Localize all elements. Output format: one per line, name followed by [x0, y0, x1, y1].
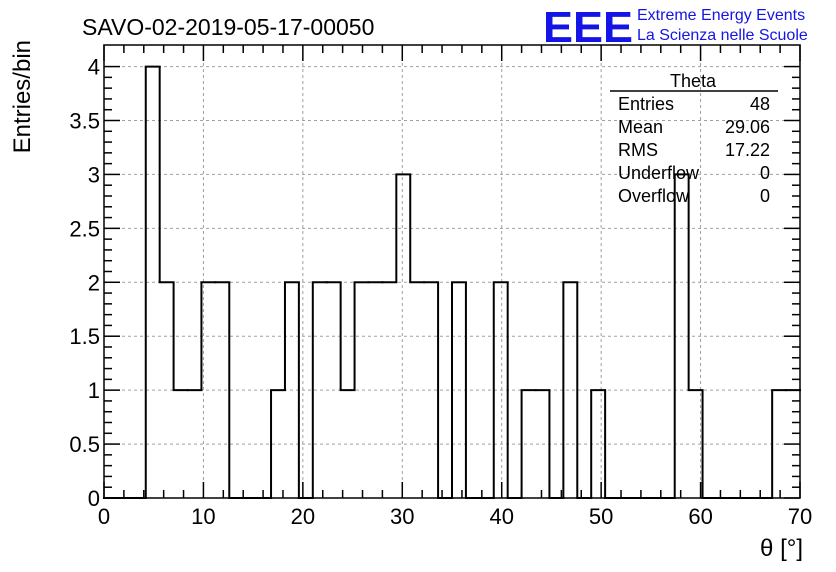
y-tick-label: 1.5 — [69, 324, 100, 349]
stats-box: Theta Entries 48 Mean 29.06 RMS 17.22 Underflo… — [610, 71, 778, 206]
stats-value: 0 — [760, 163, 770, 183]
stats-label: RMS — [618, 140, 658, 160]
x-tick-label: 50 — [589, 504, 613, 529]
logo-line1: Extreme Energy Events — [637, 7, 805, 24]
x-tick-label: 30 — [390, 504, 414, 529]
y-axis-label: Entries/bin — [9, 40, 36, 153]
x-tick-label: 20 — [291, 504, 315, 529]
x-axis: 0 10 20 30 40 50 60 70 — [98, 45, 812, 529]
y-tick-label: 3.5 — [69, 109, 100, 134]
stats-title: Theta — [670, 71, 717, 91]
stats-rows: Entries 48 Mean 29.06 RMS 17.22 Underflow 0 Over… — [618, 94, 770, 206]
stats-value: 0 — [760, 186, 770, 206]
y-tick-label: 3 — [88, 162, 100, 187]
logo-line2: La Scienza nelle Scuole — [637, 27, 808, 44]
y-axis: 0 0.5 1 1.5 2 2.5 3 3.5 4 — [69, 55, 800, 511]
y-tick-label: 1 — [88, 378, 100, 403]
y-tick-label: 0.5 — [69, 432, 100, 457]
logo: EEE Extreme Energy Events La Scienza nel… — [543, 3, 808, 52]
histogram-series — [103, 65, 801, 499]
x-tick-label: 10 — [191, 504, 215, 529]
stats-label: Mean — [618, 117, 663, 137]
logo-mark: EEE — [543, 3, 633, 52]
y-tick-label: 2.5 — [69, 216, 100, 241]
x-tick-label: 60 — [688, 504, 712, 529]
y-tick-label: 4 — [88, 55, 100, 80]
stats-value: 17.22 — [725, 140, 770, 160]
x-axis-label: θ [°] — [760, 535, 803, 562]
stats-value: 48 — [750, 94, 770, 114]
stats-label: Underflow — [618, 163, 700, 183]
y-tick-label: 2 — [88, 270, 100, 295]
stats-label: Entries — [618, 94, 674, 114]
y-tick-label: 0 — [88, 486, 100, 511]
chart-title: SAVO-02-2019-05-17-00050 — [82, 14, 374, 40]
x-tick-label: 70 — [788, 504, 812, 529]
x-tick-label: 0 — [98, 504, 110, 529]
x-tick-label: 40 — [489, 504, 513, 529]
stats-value: 29.06 — [725, 117, 770, 137]
stats-label: Overflow — [618, 186, 690, 206]
